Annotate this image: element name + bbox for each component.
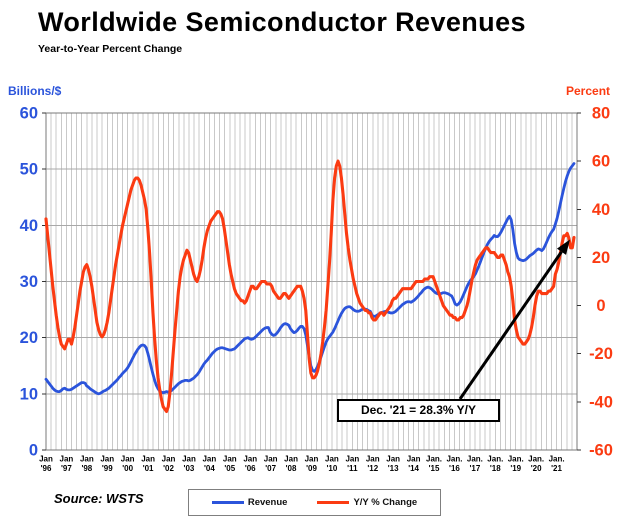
x-axis-label-year: '06	[245, 464, 256, 473]
x-axis-label-month: Jan	[80, 455, 94, 464]
x-axis-label-month: Jan.	[467, 455, 483, 464]
x-axis-label-month: Jan	[100, 455, 114, 464]
horizontal-gridlines	[46, 168, 577, 395]
left-axis-tick-label: 40	[20, 217, 38, 235]
left-axis-title: Billions/$	[8, 84, 62, 98]
x-axis-label-year: '00	[122, 464, 133, 473]
x-axis-label-month: Jan	[284, 455, 298, 464]
annotation-arrow-head	[556, 239, 570, 255]
x-axis-label-year: '16	[449, 464, 460, 473]
left-axis-tick-label: 10	[20, 385, 38, 403]
x-axis-label-month: Jan	[121, 455, 135, 464]
x-axis-label-year: '10	[327, 464, 338, 473]
right-axis-tick-label: 80	[592, 105, 610, 123]
x-axis-label-year: '14	[408, 464, 419, 473]
x-axis-label-year: '07	[265, 464, 276, 473]
x-axis-label-year: '12	[367, 464, 378, 473]
x-axis-label-year: '03	[184, 464, 195, 473]
x-axis-label-year: '04	[204, 464, 215, 473]
legend: Revenue Y/Y % Change	[188, 489, 441, 516]
x-axis-label-month: Jan	[182, 455, 196, 464]
x-axis-label-month: Jan	[305, 455, 319, 464]
legend-label-revenue: Revenue	[247, 497, 288, 508]
x-axis-label-month: Jan.	[549, 455, 565, 464]
x-axis-label-year: '19	[510, 464, 521, 473]
x-axis-label-month: Jan.	[528, 455, 544, 464]
source-credit: Source: WSTS	[54, 491, 144, 506]
x-axis-label-month: Jan	[325, 455, 339, 464]
x-axis-label-month: Jan	[202, 455, 216, 464]
x-axis-label-month: Jan.	[426, 455, 442, 464]
x-axis-label-year: '13	[388, 464, 399, 473]
x-axis-label-year: '18	[490, 464, 501, 473]
right-axis-tick-label: -60	[589, 442, 613, 460]
x-axis-label-year: '97	[61, 464, 72, 473]
x-axis-label-year: '20	[531, 464, 542, 473]
x-axis-label-month: Jan	[223, 455, 237, 464]
x-axis-label-month: Jan	[39, 455, 53, 464]
left-axis-tick-label: 30	[20, 273, 38, 291]
right-axis-tick-label: -20	[589, 345, 613, 363]
x-axis-label-month: Jan.	[487, 455, 503, 464]
x-axis-label-month: Jan	[407, 455, 421, 464]
x-axis-label-year: '17	[469, 464, 480, 473]
x-axis-label-year: '05	[224, 464, 235, 473]
right-axis-tick-label: 40	[592, 201, 610, 219]
x-axis-label-year: '99	[102, 464, 113, 473]
x-axis-label-year: '96	[41, 464, 52, 473]
legend-item-yoy: Y/Y % Change	[317, 497, 417, 508]
yoy-change-line	[44, 159, 576, 414]
x-axis-label-year: '21	[551, 464, 562, 473]
annotation-callout: Dec. '21 = 28.3% Y/Y	[337, 399, 500, 422]
x-axis-label-month: Jan	[141, 455, 155, 464]
left-axis-tick-label: 20	[20, 329, 38, 347]
x-axis-label-year: '09	[306, 464, 317, 473]
chart-subtitle: Year-to-Year Percent Change	[38, 43, 183, 55]
legend-item-revenue: Revenue	[211, 497, 288, 508]
x-axis-label-month: Jan.	[508, 455, 524, 464]
legend-label-yoy: Y/Y % Change	[353, 497, 418, 508]
right-axis-tick-label: 20	[592, 249, 610, 267]
x-axis-label-month: Jan	[60, 455, 74, 464]
left-axis-tick-label: 60	[20, 105, 38, 123]
x-axis-label-month: Jan	[345, 455, 359, 464]
right-axis-title: Percent	[566, 84, 611, 98]
x-axis-label-year: '15	[429, 464, 440, 473]
x-axis-label-year: '08	[286, 464, 297, 473]
x-axis-label-month: Jan	[366, 455, 380, 464]
x-axis-label-year: '98	[81, 464, 92, 473]
right-axis-tick-label: 60	[592, 153, 610, 171]
x-axis-label-month: Jan.	[446, 455, 462, 464]
x-axis-label-month: Jan	[243, 455, 257, 464]
revenue-line-swatch	[211, 501, 244, 504]
chart-title: Worldwide Semiconductor Revenues	[38, 7, 526, 37]
x-axis-label-month: Jan	[264, 455, 278, 464]
x-axis-label-year: '02	[163, 464, 174, 473]
left-axis-tick-label: 50	[20, 161, 38, 179]
yoy-line-swatch	[317, 501, 350, 504]
right-axis-tick-label: 0	[596, 297, 605, 315]
annotation-arrow-line	[458, 250, 563, 400]
x-axis-label-year: '01	[143, 464, 154, 473]
left-axis-tick-label: 0	[29, 442, 38, 460]
x-axis-label-year: '11	[347, 464, 358, 473]
x-axis-label-month: Jan	[386, 455, 400, 464]
x-axis-label-month: Jan	[162, 455, 176, 464]
right-axis-tick-label: -40	[589, 393, 613, 411]
